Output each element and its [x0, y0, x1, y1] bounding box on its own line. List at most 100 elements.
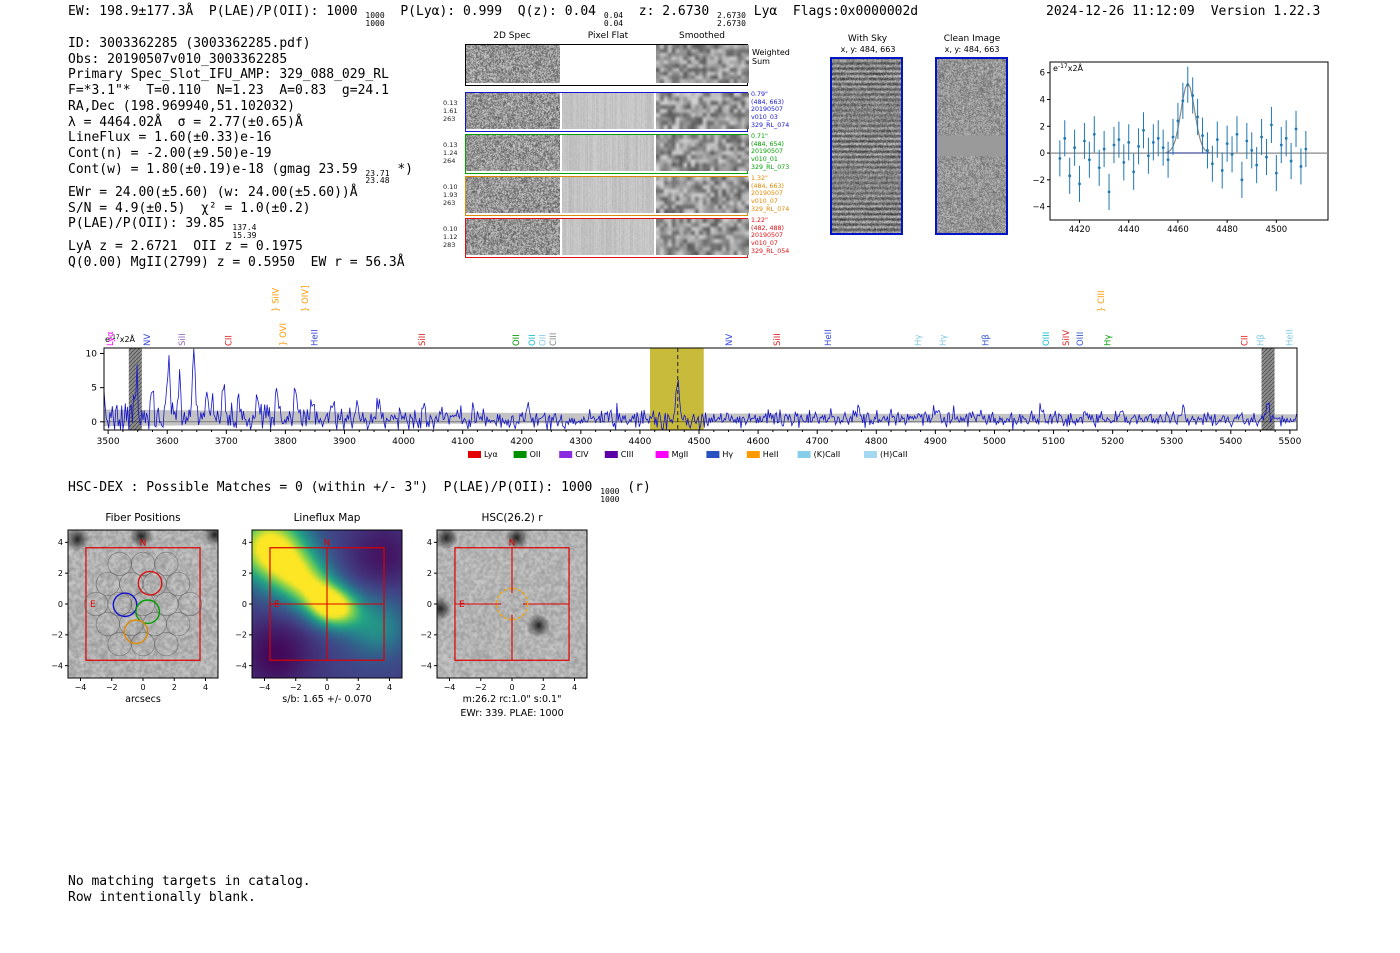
info-line: Primary Spec_Slot_IFU_AMP: 329_088_029_R…	[68, 67, 389, 83]
svg-text:0: 0	[140, 683, 145, 692]
svg-text:2: 2	[58, 569, 63, 578]
info-line: Obs: 20190507v010_3003362285	[68, 51, 288, 67]
svg-text:4460: 4460	[1167, 225, 1189, 235]
full-spectrum-chart: 3500 3600 3700 3800 3900 4000 4100 4200 4300 4400…	[86, 286, 1302, 459]
svg-text:−2: −2	[475, 683, 487, 692]
weighted-sum-label: Weighted Sum	[752, 48, 790, 66]
svg-text:4500: 4500	[1266, 225, 1288, 235]
line-fit-inset-chart: −4 −2 0 2 4 6 4420 4440 4460 4480 4500 e-17x2Å	[1032, 61, 1329, 235]
hsc-cutout-overlay: −4 −4 −2 −2 0 0 2 2 4 4 N E	[420, 529, 588, 692]
svg-text:4: 4	[427, 538, 432, 547]
pixelflat-strip	[562, 219, 654, 255]
svg-text:5000: 5000	[983, 437, 1006, 447]
svg-text:4: 4	[242, 538, 247, 547]
hsc-cutout-xlabel: m:26.2 rc:1.0" s:0.1"	[462, 694, 562, 705]
header-summary: EW: 198.9±177.3Å P(LAE)/P(OII): 1000 100…	[68, 4, 919, 28]
info-line: EWr = 24.00(±5.60) (w: 24.00(±5.60))Å	[68, 184, 358, 200]
svg-text:(H)CaII: (H)CaII	[880, 450, 907, 459]
svg-text:4: 4	[1040, 95, 1045, 105]
svg-text:−2: −2	[106, 683, 118, 692]
svg-text:2: 2	[356, 683, 361, 692]
header-datetime: 2024-12-26 11:12:09	[1046, 4, 1195, 19]
smoothed-strip	[656, 135, 749, 171]
fiber-positions-title: Fiber Positions	[105, 512, 181, 524]
fiber-circle	[135, 599, 161, 625]
svg-text:2: 2	[427, 569, 432, 578]
withsky-image	[830, 57, 903, 235]
svg-text:4400: 4400	[628, 437, 651, 447]
spec2d-strip	[466, 177, 560, 213]
svg-text:3600: 3600	[156, 437, 179, 447]
spec2d-strip	[466, 219, 560, 255]
svg-text:e-17x2Å: e-17x2Å	[1053, 62, 1084, 73]
svg-text:2: 2	[541, 683, 546, 692]
svg-text:5200: 5200	[1101, 437, 1124, 447]
svg-text:CIV: CIV	[575, 450, 589, 459]
stacked-fraction: 137.4 15.39	[232, 223, 257, 240]
svg-text:−4: −4	[235, 661, 247, 670]
svg-text:3700: 3700	[215, 437, 238, 447]
lineflux-map-overlay: −4 −4 −2 −2 0 0 2 2 4 4 N E	[235, 529, 403, 692]
spec2d-column-title-2dspec: 2D Spec	[493, 31, 531, 41]
header-datetime-version: 2024-12-26 11:12:09 Version 1.22.3	[1046, 4, 1320, 20]
svg-text:−2: −2	[420, 631, 432, 640]
svg-text:4420: 4420	[1069, 225, 1091, 235]
svg-text:3500: 3500	[97, 437, 120, 447]
spec2d-row	[465, 134, 749, 174]
emission-line-label: } SiIV	[271, 288, 281, 312]
emission-line-label: CII	[225, 335, 235, 346]
svg-text:N: N	[140, 539, 147, 549]
spec2d-row-left-label: 0.10 1.93 263	[443, 183, 458, 207]
svg-text:OII: OII	[530, 450, 541, 459]
smoothed-strip	[656, 177, 749, 213]
info-line: LineFlux = 1.60(±0.33)e-16	[68, 130, 272, 146]
emission-line-label: Hβ	[982, 334, 992, 346]
info-line: LyA z = 2.6721 OII z = 0.1975	[68, 239, 303, 255]
svg-text:6: 6	[1040, 69, 1045, 79]
svg-text:E: E	[274, 600, 280, 610]
emission-line-label: } CIII	[1097, 290, 1107, 312]
svg-text:−2: −2	[235, 631, 247, 640]
fiber-positions-image	[68, 530, 218, 678]
spec2d-row-left-label: 0.10 1.12 283	[443, 225, 458, 249]
svg-text:−4: −4	[259, 683, 271, 692]
info-line: Cont(w) = 1.80(±0.19)e-18 (gmag 23.59 23…	[68, 161, 413, 186]
fiber-circle	[112, 592, 138, 618]
svg-text:5500: 5500	[1278, 437, 1301, 447]
hsc-cutout-xlabel2: EWr: 339. PLAE: 1000	[460, 708, 564, 719]
info-line: S/N = 4.9(±0.5) χ² = 1.0(±0.2)	[68, 200, 311, 216]
lineflux-map-xlabel: s/b: 1.65 +/- 0.070	[282, 694, 372, 705]
info-line: ID: 3003362285 (3003362285.pdf)	[68, 36, 311, 51]
pixelflat-strip	[562, 177, 654, 213]
hsc-dex-summary: HSC-DEX : Possible Matches = 0 (within +…	[68, 480, 651, 504]
smoothed-strip	[656, 93, 749, 129]
info-line: F=*3.1"* T=0.110 N=1.23 A=0.83 g=24.1	[68, 83, 389, 99]
emission-line-label: SiIV	[1062, 330, 1072, 346]
emission-line-label: } OIV]	[301, 286, 311, 312]
svg-text:4900: 4900	[924, 437, 947, 447]
svg-text:HeII: HeII	[763, 450, 779, 459]
info-line: Q(0.00) MgII(2799) z = 0.5950 EW r = 56.…	[68, 255, 405, 271]
svg-text:Lyα: Lyα	[484, 450, 498, 459]
stacked-fraction: 1000 1000	[365, 11, 385, 28]
spec2d-row-left-label: 0.13 1.24 264	[443, 141, 458, 165]
fiber-circle	[137, 570, 163, 596]
spec2d-row	[465, 92, 749, 132]
emission-line-label: OII	[528, 334, 538, 346]
svg-text:−4: −4	[420, 661, 432, 670]
svg-text:0: 0	[324, 683, 329, 692]
spec2d-strip	[466, 135, 560, 171]
aperture-circle	[495, 587, 529, 621]
footer-line-1: No matching targets in catalog.	[68, 874, 311, 889]
svg-text:4600: 4600	[747, 437, 770, 447]
emission-line-label: Hβ	[1256, 334, 1266, 346]
svg-text:4000: 4000	[392, 437, 415, 447]
info-line: P(LAE)/P(OII): 39.85 137.4 15.39	[68, 216, 257, 240]
stacked-fraction: 0.04 0.04	[603, 11, 624, 28]
svg-text:−4: −4	[444, 683, 456, 692]
info-line: RA,Dec (198.969940,51.102032)	[68, 98, 295, 114]
emission-line-label: SiII	[773, 333, 783, 346]
info-line: λ = 4464.02Å σ = 2.77(±0.65)Å	[68, 114, 303, 130]
svg-text:0: 0	[509, 683, 514, 692]
stacked-fraction: 1000 1000	[600, 487, 620, 504]
